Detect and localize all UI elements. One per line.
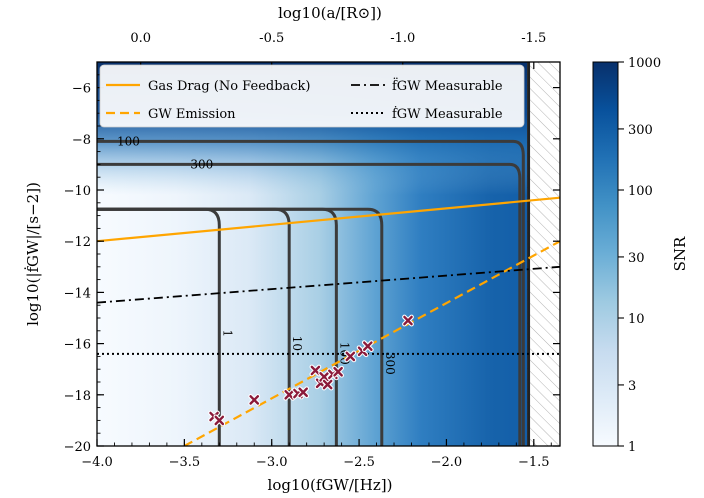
y-tick-label: −6 bbox=[72, 82, 91, 97]
legend-entry: GW Emission bbox=[106, 107, 236, 122]
snr-contour-top-label: 100 bbox=[117, 134, 140, 148]
svg-text:ḟGW Measurable: ḟGW Measurable bbox=[392, 106, 503, 122]
y-tick-label: −12 bbox=[64, 235, 91, 250]
x-tick-label: −2.5 bbox=[343, 455, 375, 470]
series-line bbox=[97, 265, 560, 304]
source-point bbox=[248, 394, 261, 406]
source-point bbox=[344, 350, 357, 363]
snr-contour-high bbox=[97, 162, 522, 446]
source-point bbox=[318, 370, 331, 383]
svg-text:f̈GW Measurable: f̈GW Measurable bbox=[392, 77, 503, 94]
source-point bbox=[297, 386, 310, 399]
colorbar-ticks: 1 3 10 30 100 300 1000 bbox=[618, 56, 661, 455]
y-tick-label: −18 bbox=[64, 389, 91, 404]
colorbar-tick-label: 1000 bbox=[628, 56, 661, 71]
series-line bbox=[97, 196, 560, 243]
source-point bbox=[283, 388, 296, 401]
top-axis-label: log10(a/[R⊙]) bbox=[278, 4, 382, 22]
svg-text:300: 300 bbox=[190, 157, 213, 171]
source-point bbox=[213, 414, 226, 427]
svg-text:100: 100 bbox=[117, 134, 140, 148]
source-points bbox=[208, 314, 414, 427]
svg-text:Gas Drag (No Feedback): Gas Drag (No Feedback) bbox=[148, 79, 311, 94]
top-tick-label: -1.0 bbox=[390, 31, 415, 46]
colorbar-tick-label: 1 bbox=[628, 440, 636, 455]
legend-entry: ḟGW Measurable bbox=[351, 106, 503, 122]
x-tick-label: −3.0 bbox=[256, 455, 288, 470]
snr-contour-top-label: 300 bbox=[190, 157, 213, 171]
colorbar-tick-label: 100 bbox=[628, 184, 653, 199]
y-tick-label: −10 bbox=[64, 184, 91, 199]
y-tick-label: −14 bbox=[64, 286, 91, 301]
source-point bbox=[309, 364, 322, 377]
top-tick-label: 0.0 bbox=[130, 31, 151, 46]
x-tick-label: −2.0 bbox=[431, 455, 463, 470]
snr-contour-label: 10 bbox=[290, 336, 304, 351]
colorbar-label: SNR bbox=[671, 236, 689, 271]
source-point bbox=[332, 365, 345, 378]
snr-contour-300 bbox=[97, 207, 384, 446]
x-tick-label: −4.0 bbox=[81, 455, 113, 470]
x-axis: −4.0 −3.5 −3.0 −2.5 −2.0 −1.5 bbox=[81, 439, 552, 470]
top-tick-label: -1.5 bbox=[521, 31, 546, 46]
colorbar-tick-label: 300 bbox=[628, 123, 653, 138]
x-tick-label: −1.5 bbox=[518, 455, 550, 470]
y-axis: −20 −18 −16 −14 −12 −10 −8 −6 bbox=[64, 61, 560, 455]
x-tick-label: −3.5 bbox=[169, 455, 201, 470]
source-point bbox=[321, 378, 334, 391]
colorbar-tick-label: 3 bbox=[628, 379, 636, 394]
legend-entry: f̈GW Measurable bbox=[351, 77, 503, 94]
x-axis-label: log10(fGW/[Hz]) bbox=[268, 476, 393, 494]
y-tick-label: −16 bbox=[64, 338, 91, 353]
y-tick-label: −20 bbox=[64, 440, 91, 455]
snr-contour-label: 300 bbox=[383, 352, 397, 375]
y-axis-label: log10(|ḟGW|/[s−2]) bbox=[24, 182, 42, 326]
svg-text:GW Emission: GW Emission bbox=[148, 107, 236, 122]
snr-contour-label: 1 bbox=[220, 330, 234, 338]
source-point bbox=[361, 340, 374, 353]
top-tick-label: -0.5 bbox=[259, 31, 284, 46]
legend: Gas Drag (No Feedback) GW Emission f̈GW Me… bbox=[99, 64, 525, 128]
top-axis: 0.0 -0.5 -1.0 -1.5 bbox=[130, 31, 546, 69]
y-tick-label: −8 bbox=[72, 133, 91, 148]
snr-contour-high bbox=[97, 139, 525, 446]
colorbar-tick-label: 30 bbox=[628, 251, 645, 266]
colorbar-tick-label: 10 bbox=[628, 312, 645, 327]
legend-entry: Gas Drag (No Feedback) bbox=[106, 79, 311, 94]
colorbar bbox=[592, 61, 619, 447]
source-point bbox=[402, 314, 414, 327]
